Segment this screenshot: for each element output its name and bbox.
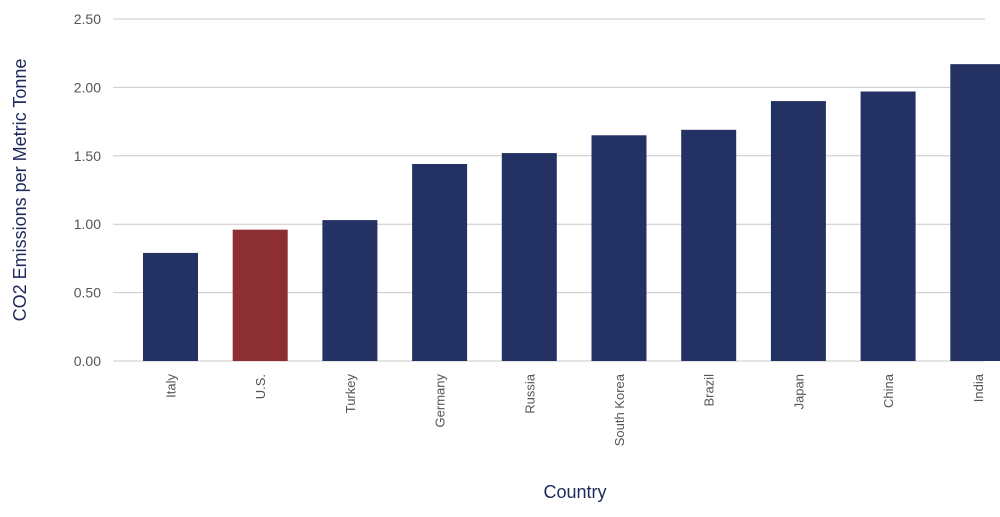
x-axis-ticks: Italy U.S. Turkey Germany Russia South Korea B… (164, 373, 986, 446)
bar-japan (770, 101, 826, 361)
bar-brazil (681, 129, 737, 361)
bar-russia (501, 153, 557, 361)
bar-china (860, 91, 916, 361)
y-axis-title: CO2 Emissions per Metric Tonne (10, 59, 30, 322)
y-tick-label: 1.50 (74, 148, 101, 164)
x-tick-label: Italy (164, 374, 179, 398)
bars (143, 64, 1000, 362)
x-tick-label: Germany (433, 374, 448, 428)
x-tick-label: Turkey (343, 374, 358, 414)
x-tick-label: Russia (522, 373, 537, 414)
y-tick-label: 2.00 (74, 79, 101, 95)
x-tick-label: India (971, 373, 986, 402)
x-tick-label: Brazil (702, 374, 717, 407)
y-tick-label: 0.00 (74, 353, 101, 369)
x-tick-label: U.S. (253, 374, 268, 399)
bar-germany (412, 164, 468, 361)
x-tick-label: South Korea (612, 373, 627, 446)
x-tick-label: Japan (791, 374, 806, 409)
bar-turkey (322, 220, 378, 361)
bar-india (950, 64, 1000, 362)
bar-south-korea (591, 135, 647, 361)
bar-u-s (232, 229, 288, 361)
x-tick-label: China (881, 373, 896, 408)
bar-italy (143, 252, 198, 361)
y-tick-label: 0.50 (74, 285, 101, 301)
y-axis-ticks: 0.00 0.50 1.00 1.50 2.00 2.50 (74, 11, 101, 369)
y-tick-label: 2.50 (74, 11, 101, 27)
x-axis-title: Country (543, 482, 606, 502)
y-tick-label: 1.00 (74, 216, 101, 232)
